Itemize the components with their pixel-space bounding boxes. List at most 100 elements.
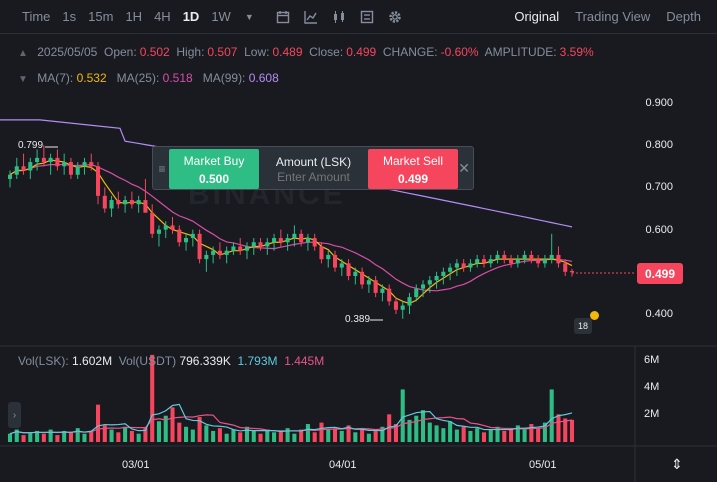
candle-body bbox=[373, 280, 378, 293]
volume-bar bbox=[272, 432, 277, 442]
candle-body bbox=[414, 288, 419, 298]
volume-bar bbox=[495, 426, 500, 442]
template-icon[interactable] bbox=[360, 10, 374, 24]
candle-body bbox=[21, 166, 26, 171]
quick-trade-panel: ≡ Market Buy 0.500 Amount (LSK) Market S… bbox=[152, 146, 474, 190]
candle-body bbox=[542, 259, 547, 264]
candle-body bbox=[211, 250, 216, 255]
expand-panel-icon[interactable]: ⇕ bbox=[671, 456, 683, 472]
tab-original[interactable]: Original bbox=[514, 9, 560, 24]
tf-4h[interactable]: 4H bbox=[154, 9, 171, 24]
volume-bar bbox=[190, 429, 195, 442]
high-value: 0.507 bbox=[207, 45, 238, 59]
vol-lsk-label: Vol(LSK): bbox=[18, 354, 69, 368]
candle-body bbox=[177, 229, 182, 243]
volume-bar bbox=[231, 429, 236, 442]
volume-bar bbox=[197, 417, 202, 442]
market-buy-price: 0.500 bbox=[198, 172, 230, 186]
amount-input[interactable] bbox=[263, 170, 364, 184]
candle-body bbox=[95, 166, 101, 196]
timeframe-dropdown-icon[interactable]: ▼ bbox=[244, 11, 254, 22]
volume-bar bbox=[102, 425, 107, 442]
candle-body bbox=[339, 263, 344, 268]
high-marker-label: 0.799 bbox=[18, 140, 44, 151]
tf-1w[interactable]: 1W bbox=[211, 9, 231, 24]
volume-bar bbox=[414, 415, 419, 442]
notification-dot bbox=[590, 311, 599, 320]
candle-body bbox=[7, 174, 13, 179]
scroll-left-button[interactable]: › bbox=[8, 402, 21, 428]
price-axis-label: 0.900 bbox=[645, 97, 673, 109]
low-marker-label: 0.389 bbox=[345, 314, 371, 325]
indicator-icon[interactable] bbox=[304, 10, 318, 24]
candle-body bbox=[427, 280, 432, 285]
candle-body bbox=[251, 242, 256, 247]
ma99-label: MA(99): bbox=[202, 71, 246, 85]
volume-bar bbox=[326, 429, 331, 442]
candle-body bbox=[556, 254, 561, 264]
candlestick-type-icon[interactable] bbox=[332, 10, 346, 24]
volume-bar bbox=[163, 415, 168, 442]
candle-body bbox=[353, 271, 358, 277]
candle-body bbox=[217, 250, 222, 255]
ma7-label: MA(7): bbox=[37, 71, 74, 85]
volume-bar bbox=[305, 424, 310, 442]
volume-bar bbox=[468, 430, 473, 442]
volume-axis-label: 2M bbox=[644, 408, 660, 420]
volume-bar bbox=[95, 404, 101, 442]
tf-15m[interactable]: 15m bbox=[88, 9, 114, 24]
candle-body bbox=[400, 305, 405, 310]
candle-body bbox=[292, 233, 297, 239]
candle-body bbox=[89, 162, 94, 167]
volume-bar bbox=[380, 426, 385, 442]
drag-handle-icon[interactable]: ≡ bbox=[158, 162, 166, 176]
candle-body bbox=[238, 246, 243, 251]
volume-bar bbox=[75, 428, 80, 442]
candle-body bbox=[116, 200, 121, 205]
collapse-caret-icon[interactable]: ▲ bbox=[18, 48, 28, 59]
ma-collapse-caret-icon[interactable]: ▼ bbox=[18, 74, 28, 85]
candle-body bbox=[549, 254, 554, 260]
volume-bar bbox=[421, 410, 426, 442]
volume-bar bbox=[515, 425, 520, 442]
candle-body bbox=[170, 225, 175, 230]
tradingview-logo-icon[interactable]: 18 bbox=[574, 318, 592, 334]
candle-body bbox=[502, 254, 507, 260]
tf-1h[interactable]: 1H bbox=[125, 9, 143, 24]
tf-1s[interactable]: 1s bbox=[62, 9, 77, 24]
market-buy-button[interactable]: Market Buy 0.500 bbox=[169, 149, 259, 189]
ohlc-info-bar: ▲ 2025/05/05 Open: 0.502 High: 0.507 Low: 0… bbox=[18, 45, 594, 59]
candle-body bbox=[41, 157, 46, 163]
volume-bar bbox=[542, 422, 547, 442]
tab-trading-view[interactable]: Trading View bbox=[575, 9, 651, 24]
timeframe-selector: Time 1s 15m 1H 4H 1D 1W ▼ bbox=[22, 9, 266, 24]
tf-1d[interactable]: 1D bbox=[182, 9, 200, 24]
volume-bar bbox=[285, 428, 290, 442]
volume-bar bbox=[339, 430, 344, 442]
vol-ma1-value: 1.793M bbox=[237, 354, 278, 368]
candle-body bbox=[55, 157, 60, 167]
amplitude-label: AMPLITUDE: bbox=[484, 45, 557, 59]
calendar-icon[interactable] bbox=[276, 10, 290, 24]
volume-bar bbox=[448, 421, 453, 442]
volume-bar bbox=[353, 432, 358, 442]
amplitude-value: 3.59% bbox=[559, 45, 594, 59]
tf-time[interactable]: Time bbox=[22, 9, 51, 24]
close-icon[interactable]: ✕ bbox=[458, 160, 470, 176]
settings-gear-icon[interactable] bbox=[388, 10, 402, 24]
volume-bar bbox=[556, 414, 561, 442]
candle-body bbox=[224, 250, 229, 255]
volume-bar bbox=[454, 429, 459, 442]
candle-body bbox=[475, 259, 480, 264]
volume-bar bbox=[366, 433, 371, 442]
candle-body bbox=[197, 233, 202, 260]
tab-depth[interactable]: Depth bbox=[666, 9, 701, 24]
volume-bar bbox=[488, 429, 493, 442]
volume-bar bbox=[123, 426, 128, 442]
volume-bar bbox=[434, 425, 439, 442]
vol-usdt-value: 796.339K bbox=[179, 354, 231, 368]
market-sell-button[interactable]: Market Sell 0.499 bbox=[368, 149, 458, 189]
low-label: Low: bbox=[244, 45, 270, 59]
volume-bar bbox=[177, 422, 182, 442]
